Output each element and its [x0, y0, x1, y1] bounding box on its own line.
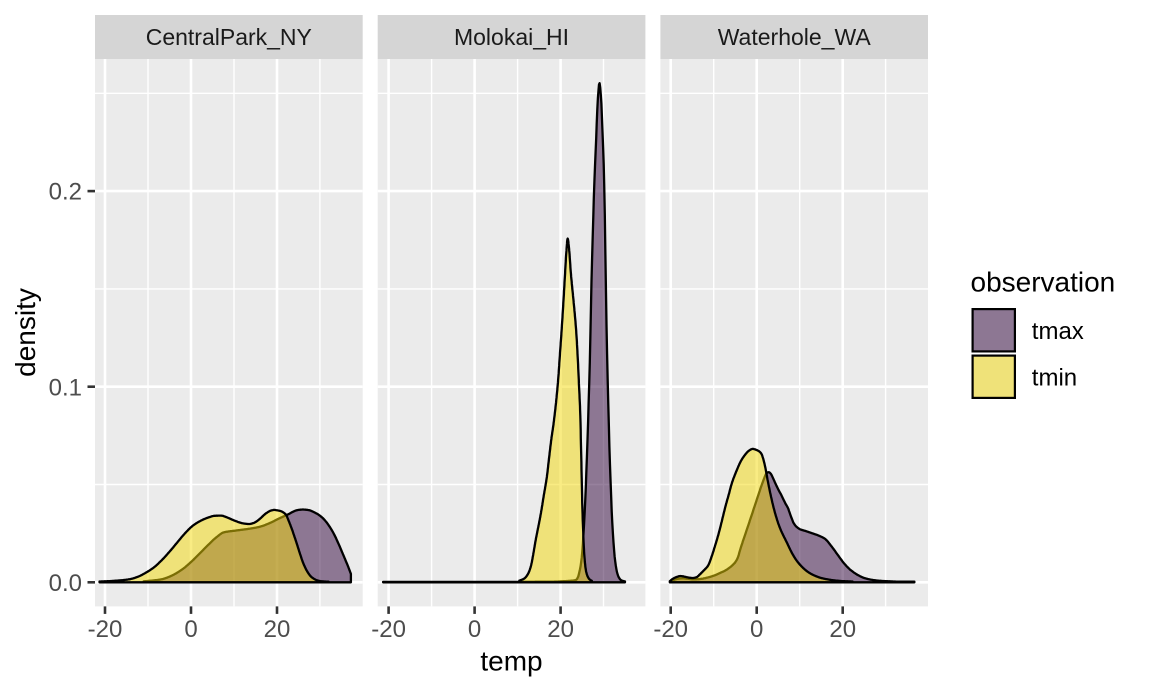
svg-text:0: 0	[750, 616, 763, 643]
svg-text:Molokai_HI: Molokai_HI	[454, 24, 569, 50]
svg-text:0.0: 0.0	[49, 570, 82, 597]
svg-text:density: density	[10, 288, 41, 377]
svg-text:CentralPark_NY: CentralPark_NY	[146, 24, 312, 50]
svg-text:20: 20	[547, 616, 574, 643]
svg-text:0.1: 0.1	[49, 374, 82, 401]
svg-text:20: 20	[264, 616, 291, 643]
svg-text:temp: temp	[480, 646, 542, 677]
svg-text:0.2: 0.2	[49, 179, 82, 206]
svg-text:Waterhole_WA: Waterhole_WA	[718, 24, 872, 50]
svg-text:tmax: tmax	[1032, 318, 1084, 345]
svg-text:-20: -20	[371, 616, 406, 643]
svg-text:-20: -20	[653, 616, 688, 643]
svg-text:20: 20	[829, 616, 856, 643]
svg-text:tmin: tmin	[1032, 364, 1077, 391]
svg-text:observation: observation	[971, 266, 1116, 297]
svg-text:-20: -20	[88, 616, 123, 643]
svg-text:0: 0	[468, 616, 481, 643]
svg-text:0: 0	[184, 616, 197, 643]
